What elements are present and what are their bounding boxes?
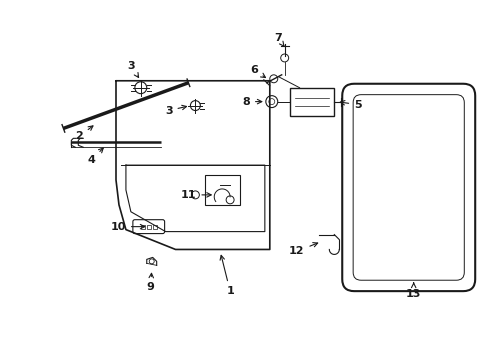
Text: 5: 5 <box>340 100 361 109</box>
Text: 13: 13 <box>405 283 421 299</box>
Bar <box>152 225 156 229</box>
Text: 3: 3 <box>164 105 186 116</box>
Text: 7: 7 <box>273 33 284 46</box>
Bar <box>289 88 334 116</box>
Bar <box>205 175 240 205</box>
Text: 4: 4 <box>87 148 103 165</box>
Text: 1: 1 <box>220 255 234 296</box>
Text: 9: 9 <box>146 273 154 292</box>
Text: 12: 12 <box>288 243 317 256</box>
Text: 10: 10 <box>110 222 144 231</box>
Text: 2: 2 <box>75 126 93 141</box>
Text: 6: 6 <box>249 65 265 77</box>
Text: 3: 3 <box>127 61 138 77</box>
Bar <box>146 225 150 229</box>
Text: 8: 8 <box>242 96 261 107</box>
Text: 11: 11 <box>181 190 211 200</box>
Bar <box>141 225 144 229</box>
